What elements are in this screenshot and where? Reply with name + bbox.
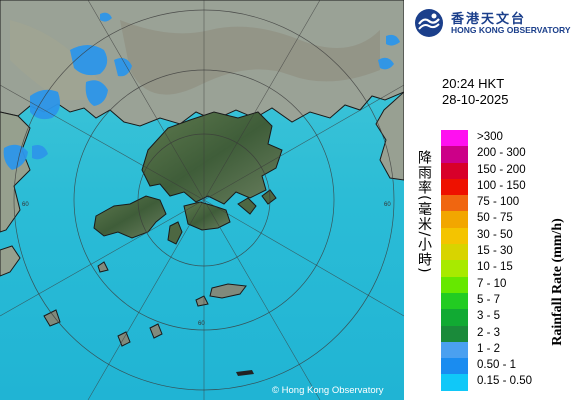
legend-range-label: 7 - 10 <box>477 277 507 290</box>
legend-swatch <box>441 276 468 293</box>
hong-kong-island <box>183 201 231 231</box>
mainland-texture <box>120 20 380 95</box>
legend-row: 0.15 - 0.50 <box>441 374 571 391</box>
legend-row: 150 - 200 <box>441 162 571 179</box>
legend-title-zh: 降雨率(毫米/小時) <box>416 150 432 274</box>
legend-swatch <box>441 227 468 245</box>
legend-swatch <box>441 244 468 261</box>
legend-range-label: 1 - 2 <box>477 342 501 355</box>
radar-map-canvas: 60 60 60 <box>0 0 404 400</box>
radial-spokes <box>0 0 404 400</box>
legend-swatch <box>441 195 468 212</box>
rainfall-legend: >300 200 - 300 150 - 200 100 - 150 75 - … <box>441 130 571 391</box>
radar-timestamp: 20:24 HKT 28-10-2025 <box>442 76 509 108</box>
legend-row: 75 - 100 <box>441 195 571 212</box>
west-coast-lower <box>0 245 21 277</box>
legend-range-label: 0.50 - 1 <box>477 359 516 372</box>
legend-row: 0.50 - 1 <box>441 358 571 375</box>
radar-map: 60 60 60 © Hong Kong Observatory <box>0 0 404 400</box>
legend-row: 30 - 50 <box>441 227 571 245</box>
legend-swatch <box>441 292 468 310</box>
legend-row: 100 - 150 <box>441 178 571 196</box>
legend-swatch <box>441 146 468 163</box>
legend-swatch <box>441 358 468 375</box>
legend-range-label: 100 - 150 <box>477 179 526 192</box>
radar-time: 20:24 HKT <box>442 76 505 91</box>
legend-row: 5 - 7 <box>441 292 571 310</box>
sai-kung-islands <box>237 189 277 215</box>
legend-swatch <box>441 341 468 359</box>
hko-logo: 香港天文台 HONG KONG OBSERVATORY <box>412 5 574 39</box>
legend-row: 7 - 10 <box>441 276 571 293</box>
org-name-en: HONG KONG OBSERVATORY <box>451 25 571 35</box>
south-islands <box>43 261 247 347</box>
far-south-rock <box>236 370 254 376</box>
copyright-notice: © Hong Kong Observatory <box>272 385 384 396</box>
legend-swatch <box>441 374 468 391</box>
legend-row: 200 - 300 <box>441 146 571 163</box>
legend-swatch <box>441 162 468 179</box>
info-panel: 香港天文台 HONG KONG OBSERVATORY 20:24 HKT 28… <box>404 0 577 400</box>
legend-range-label: 75 - 100 <box>477 196 520 209</box>
legend-range-label: 5 - 7 <box>477 293 501 306</box>
legend-range-label: 15 - 30 <box>477 245 513 258</box>
ring-label-east: 60 <box>384 202 391 208</box>
legend-range-label: 10 - 15 <box>477 261 513 274</box>
legend-row: >300 <box>441 130 571 147</box>
legend-row: 50 - 75 <box>441 211 571 228</box>
org-name-zh: 香港天文台 <box>451 12 527 27</box>
legend-range-label: 3 - 5 <box>477 310 501 323</box>
west-coast <box>0 111 31 233</box>
ring-label-south: 60 <box>198 321 205 327</box>
legend-swatch <box>441 211 468 228</box>
radar-date: 28-10-2025 <box>442 92 509 107</box>
lantau-island <box>93 195 167 239</box>
legend-row: 2 - 3 <box>441 325 571 342</box>
legend-range-label: 150 - 200 <box>477 163 526 176</box>
legend-row: 3 - 5 <box>441 309 571 326</box>
legend-swatch <box>441 178 468 196</box>
legend-row: 1 - 2 <box>441 341 571 359</box>
legend-range-label: 200 - 300 <box>477 147 526 160</box>
legend-range-label: >300 <box>477 131 503 143</box>
rain-echoes <box>3 12 400 170</box>
ring-label-west: 60 <box>22 202 29 208</box>
hong-kong-new-territories <box>141 111 283 205</box>
legend-swatch <box>441 260 468 277</box>
legend-range-label: 30 - 50 <box>477 228 513 241</box>
lamma-island <box>167 221 183 245</box>
legend-range-label: 2 - 3 <box>477 326 501 339</box>
legend-swatch <box>441 325 468 342</box>
legend-title-en: Rainfall Rate (mm/h) <box>550 218 565 346</box>
mainland-texture-2 <box>10 20 110 100</box>
east-peninsula <box>375 91 404 181</box>
legend-range-label: 50 - 75 <box>477 212 513 225</box>
legend-row: 15 - 30 <box>441 244 571 261</box>
legend-swatch <box>441 130 468 147</box>
legend-row: 10 - 15 <box>441 260 571 277</box>
legend-swatch <box>441 309 468 326</box>
hko-emblem-icon <box>415 9 443 37</box>
legend-range-label: 0.15 - 0.50 <box>477 375 532 388</box>
